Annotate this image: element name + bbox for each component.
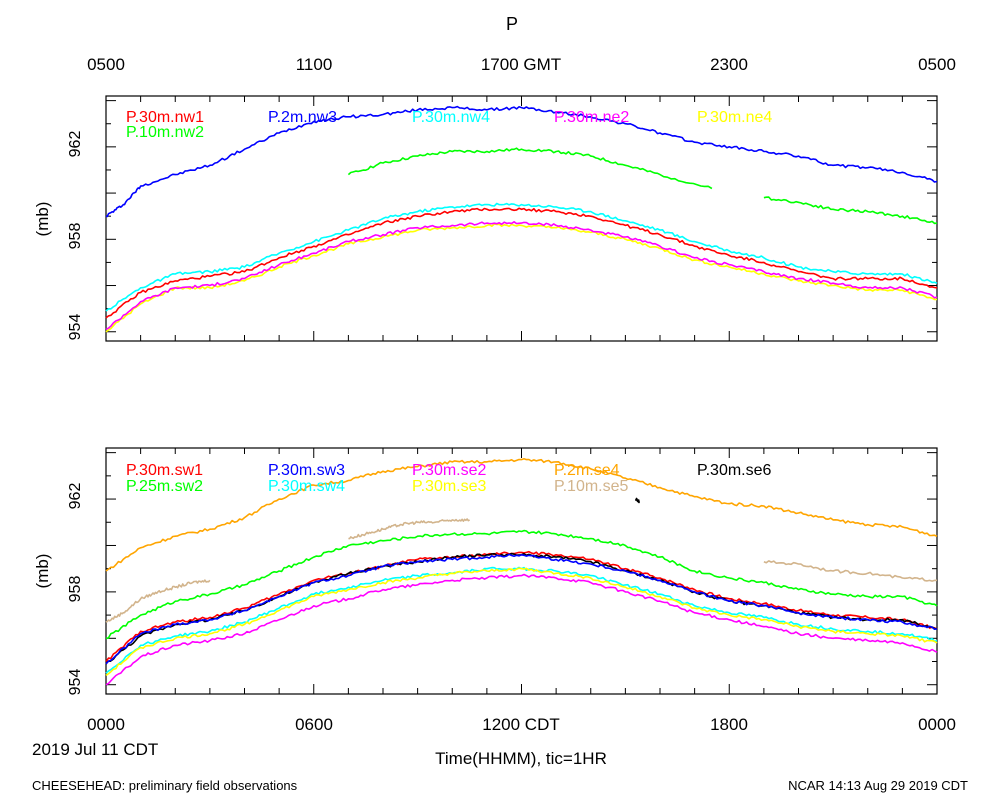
legend-bottom-3: P.2m.se4 bbox=[554, 462, 620, 479]
footer-left: CHEESEHEAD: preliminary field observatio… bbox=[32, 778, 298, 793]
bottom-axis-label-2: 1200 CDT bbox=[482, 715, 559, 734]
date-label: 2019 Jul 11 CDT bbox=[32, 740, 158, 759]
legend-bottom-7: P.30m.se3 bbox=[412, 478, 487, 495]
top-axis-label-2: 1700 GMT bbox=[481, 55, 561, 74]
top-series-P-30m-nw1 bbox=[105, 207, 938, 319]
bottom-panel-series bbox=[105, 458, 938, 686]
top-ytick-958: 958 bbox=[67, 223, 84, 250]
figure-title: P bbox=[506, 14, 518, 34]
top-panel-series bbox=[105, 105, 938, 333]
legend-bottom-8: P.10m.se5 bbox=[554, 478, 629, 495]
bottom-panel-frame bbox=[105, 447, 938, 695]
top-axis-label-0: 0500 bbox=[87, 55, 125, 74]
bottom-panel: 962 958 954 (mb) P.30m.sw1 P.30m.sw3 P.3… bbox=[33, 447, 938, 696]
legend-top-1: P.2m.nw3 bbox=[268, 109, 337, 126]
bottom-ylabel: (mb) bbox=[33, 554, 52, 589]
bottom-series-P-10m-se5 bbox=[763, 560, 938, 582]
bottom-series-P-30m-se6 bbox=[635, 497, 640, 504]
bottom-series-P-30m-sw1 bbox=[105, 550, 938, 662]
top-series-P-10m-nw2 bbox=[763, 196, 938, 225]
top-panel: 962 958 954 (mb) P.30m.nw1 P.2m.nw3 P.30… bbox=[33, 95, 938, 342]
bottom-series-P-30m-sw3 bbox=[105, 553, 938, 665]
top-panel-frame bbox=[105, 95, 938, 342]
bottom-ytick-958: 958 bbox=[67, 576, 84, 603]
bottom-series-P-10m-se5 bbox=[348, 518, 471, 540]
x-axis-title: Time(HHMM), tic=1HR bbox=[435, 749, 607, 768]
top-ytick-954: 954 bbox=[67, 314, 84, 341]
bottom-series-P-25m-sw2 bbox=[105, 529, 938, 640]
top-series-P-30m-nw4 bbox=[105, 202, 938, 312]
bottom-series-P-10m-se5 bbox=[105, 579, 211, 623]
top-series-P-2m-nw3 bbox=[105, 105, 938, 218]
bottom-ytick-962: 962 bbox=[67, 483, 84, 510]
legend-bottom-4: P.30m.se6 bbox=[697, 462, 772, 479]
top-axis-label-4: 0500 bbox=[918, 55, 956, 74]
top-axis-label-3: 2300 bbox=[710, 55, 748, 74]
bottom-axis-label-0: 0000 bbox=[87, 715, 125, 734]
top-series-P-30m-ne2 bbox=[105, 221, 938, 331]
bottom-axis-label-3: 1800 bbox=[710, 715, 748, 734]
legend-top-5: P.10m.nw2 bbox=[126, 124, 204, 141]
top-axis-label-1: 1100 bbox=[296, 55, 333, 74]
legend-top-4: P.30m.ne4 bbox=[697, 109, 772, 126]
legend-bottom-1: P.30m.sw3 bbox=[268, 462, 345, 479]
legend-bottom-0: P.30m.sw1 bbox=[126, 462, 203, 479]
top-panel-ticks bbox=[105, 96, 938, 341]
bottom-series-P-2m-se4 bbox=[105, 458, 938, 572]
top-ylabel: (mb) bbox=[33, 202, 52, 237]
top-series-P-30m-ne4 bbox=[105, 223, 938, 333]
top-ytick-962: 962 bbox=[67, 131, 84, 158]
bottom-series-P-30m-sw4 bbox=[105, 566, 938, 674]
legend-bottom-2: P.30m.se2 bbox=[412, 462, 487, 479]
bottom-series-P-30m-se3 bbox=[105, 567, 938, 677]
legend-top-2: P.30m.nw4 bbox=[412, 109, 490, 126]
bottom-axis-label-1: 0600 bbox=[295, 715, 333, 734]
legend-top-3: P.30m.ne2 bbox=[554, 109, 629, 126]
bottom-panel-ticks bbox=[105, 448, 938, 694]
top-series-P-10m-nw2 bbox=[347, 147, 713, 190]
footer-right: NCAR 14:13 Aug 29 2019 CDT bbox=[788, 778, 968, 793]
bottom-ytick-954: 954 bbox=[67, 669, 84, 696]
bottom-series-P-30m-se6 bbox=[105, 552, 938, 665]
bottom-series-P-30m-se2 bbox=[105, 573, 938, 686]
bottom-axis-label-4: 0000 bbox=[918, 715, 956, 734]
legend-bottom-6: P.30m.sw4 bbox=[268, 478, 345, 495]
legend-top-0: P.30m.nw1 bbox=[126, 109, 204, 126]
legend-bottom-5: P.25m.sw2 bbox=[126, 478, 203, 495]
